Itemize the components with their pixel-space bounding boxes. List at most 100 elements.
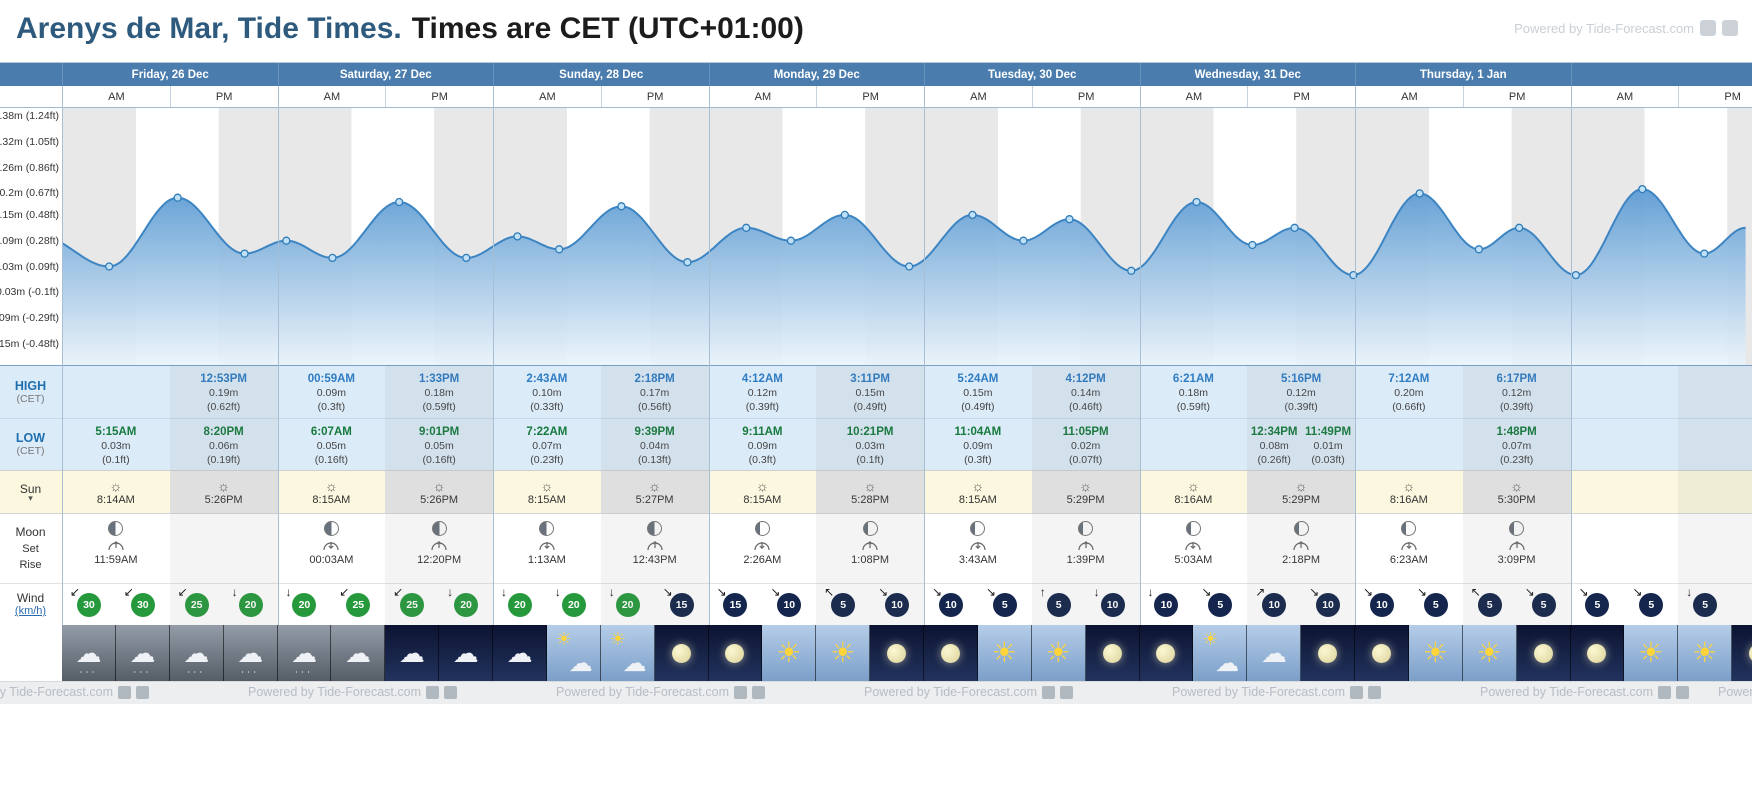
y-axis-label: 0.09m (0.28ft) (0, 234, 59, 247)
sunrise-cell: ☼ 8:15AM (278, 471, 386, 514)
rain-drops-icon: ∙∙∙ (187, 666, 206, 678)
sun-icon: ☀ (1422, 637, 1448, 668)
tide-height-m: 0.08m (1259, 439, 1289, 452)
tide-height-m: 0.18m (424, 386, 454, 399)
sunset-icon: ☼ (648, 478, 662, 494)
tide-time: 4:12PM (1065, 373, 1106, 385)
high-tide-entry: 1:33PM 0.18m (0.59ft) (385, 366, 493, 418)
moon-phase-icon (1185, 521, 1201, 536)
tide-time: 3:11PM (850, 373, 890, 385)
high-tide-row: 12:53PM 0.19m (0.62ft) 00:59AM 0.09m (0.3ft) 1… (0, 365, 1752, 418)
tide-height-ft: (0.3ft) (964, 453, 992, 466)
tide-height-ft: (0.13ft) (637, 453, 672, 466)
sunset-icon: ☼ (1294, 478, 1308, 494)
moon-event: 1:08PM (835, 521, 905, 566)
low-tide-row: 5:15AM 0.03m (0.1ft) 8:20PM 0.06m (0.19ft) 6:0… (0, 418, 1752, 470)
cloud-icon: ☁ (1260, 638, 1287, 668)
moon-phase-icon (1078, 521, 1094, 536)
moon-event: 2:18PM (1266, 521, 1336, 566)
footer-watermark: Powered by Tide-Forecast.com (248, 685, 457, 699)
tide-time: 2:43AM (526, 373, 568, 385)
tide-extreme-marker (1415, 189, 1424, 198)
tide-extreme-marker (104, 262, 114, 271)
tide-extreme-marker (1638, 184, 1647, 194)
tide-time: 1:33PM (418, 373, 460, 385)
sun-label: Sun (19, 482, 42, 496)
tide-height-m: 0.14m (1071, 386, 1101, 399)
wind-unit-link[interactable]: (km/h) (14, 605, 47, 617)
tide-height-ft: (0.19ft) (206, 453, 241, 466)
high-tide-entry: 4:12PM 0.14m (0.46ft) (1032, 366, 1140, 418)
footer-watermark-row: Powered by Tide-Forecast.com Powered by T… (0, 681, 1752, 704)
watermark-text: Powered by Tide-Forecast.com (556, 685, 729, 699)
tide-time: 9:01PM (418, 426, 460, 438)
wind-badge: ↘ 15 (663, 585, 694, 617)
moon-event: 1:13AM (512, 521, 582, 566)
weather-tile (1570, 625, 1625, 681)
wind-badge: ↘ 5 (1417, 585, 1448, 617)
wind-badge: ↘ 5 (1201, 585, 1233, 617)
low-tide-entry: 11:49PM 0.01m (0.03ft) (1301, 419, 1355, 470)
high-tide-entry: 00:59AM 0.09m (0.3ft) (278, 366, 386, 418)
sun-row-label[interactable]: Sun ▾ (0, 470, 61, 513)
wind-badge: ↖ 5 (1471, 585, 1502, 617)
tide-extreme-marker (617, 202, 626, 211)
ampm-header-pm: PM (816, 86, 924, 107)
wind-direction-arrow: ↘ (1201, 585, 1212, 599)
tide-extreme-marker (1474, 245, 1484, 254)
location-title: Arenys de Mar, Tide Times. (16, 12, 402, 45)
tide-height-m: 0.10m (532, 386, 562, 399)
sunset-icon: ☼ (217, 478, 231, 494)
wind-badge: ↓ 20 (232, 585, 263, 617)
tide-height-m: 0.04m (640, 439, 670, 452)
sunrise-icon: ☼ (1186, 478, 1200, 494)
moon-rise-icon (862, 540, 878, 551)
tide-height-m: 0.09m (963, 439, 993, 452)
moon-rise-time: 1:39PM (1066, 554, 1105, 566)
wind-badge: ↙ 25 (339, 585, 371, 617)
moon-set-icon (323, 542, 339, 551)
moon-phase-icon (431, 521, 447, 536)
watermark-icon (734, 685, 747, 699)
rain-cloud-icon: ☁ (290, 638, 317, 668)
watermark-icon (1060, 685, 1073, 699)
tide-height-m: 0.12m (747, 386, 777, 399)
moon-set-time: 00:03AM (309, 554, 354, 566)
wind-badge: ↘ 10 (770, 585, 802, 617)
tide-time: 6:07AM (310, 426, 352, 438)
moon-rise-icon (1293, 540, 1309, 551)
sunset-cell: ☼ 5:29PM (1247, 471, 1355, 514)
wind-direction-arrow: ↙ (123, 585, 134, 599)
moon-phase-icon (862, 521, 878, 536)
low-tide-entry: 10:21PM 0.03m (0.1ft) (816, 419, 924, 470)
tide-height-m: 0.07m (532, 439, 562, 452)
weather-tile: ☁ (439, 625, 493, 681)
weather-tile (1355, 625, 1409, 681)
page-title: Arenys de Mar, Tide Times. Times are CET … (16, 12, 804, 46)
sunrise-icon: ☼ (755, 478, 769, 494)
wind-direction-arrow: ↘ (931, 585, 942, 599)
moon-rise-time: 2:18PM (1282, 554, 1321, 566)
day-header: Monday, 29 Dec (708, 63, 925, 86)
wind-badge: ↘ 10 (878, 585, 910, 617)
weather-tile: ☀ (816, 625, 871, 681)
low-tide-entry: 6:07AM 0.05m (0.16ft) (278, 419, 386, 470)
tide-height-m: 0.18m (1178, 386, 1208, 399)
tide-height-ft: (0.62ft) (206, 400, 241, 413)
wind-badge: ↓ 20 (609, 585, 640, 617)
tide-time: 11:04AM (954, 426, 1002, 438)
low-row-label: LOW (CET) (0, 418, 61, 470)
top-watermark-link[interactable]: Powered by Tide-Forecast.com (1514, 20, 1738, 36)
tide-height-ft: (0.16ft) (314, 453, 348, 466)
rain-drops-icon: ∙∙∙ (79, 666, 98, 678)
sunrise-icon: ☼ (1402, 478, 1416, 494)
tide-height-ft: (0.56ft) (637, 400, 672, 413)
sunrise-cell: ☼ 8:14AM (62, 471, 170, 514)
moon-phase-icon (1293, 521, 1309, 536)
tide-height-ft: (0.49ft) (853, 400, 887, 413)
sun-icon: ☀ (1692, 637, 1718, 668)
wind-badge: ↙ 25 (178, 585, 209, 617)
moon-event: 3:43AM (943, 521, 1013, 566)
moon-rise-time: 12:43PM (632, 554, 677, 566)
